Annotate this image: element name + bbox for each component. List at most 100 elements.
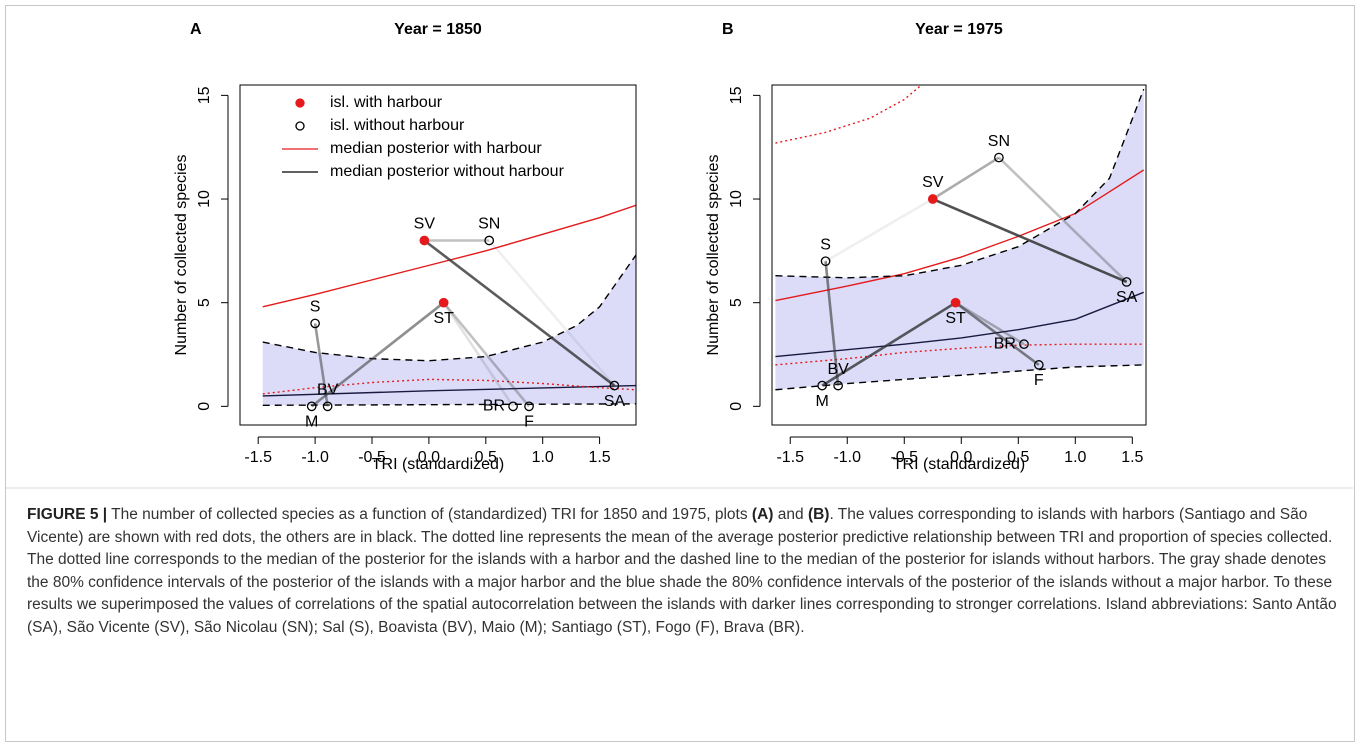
correlation-link — [954, 301, 1025, 346]
caption-text: The number of collected species as a fun… — [107, 506, 752, 523]
x-tick-label: -1.0 — [833, 449, 861, 466]
correlation-link — [998, 156, 1128, 283]
caption-label: FIGURE 5 | — [27, 506, 108, 523]
correlation-link — [423, 239, 616, 387]
y-tick-label: 10 — [728, 190, 745, 208]
correlation-link — [954, 301, 1040, 366]
x-tick-label: 0.5 — [1007, 449, 1029, 466]
plot-area — [775, 85, 1145, 391]
x-tick-label: 0.0 — [418, 449, 440, 466]
curve — [775, 291, 1144, 358]
island-point — [306, 401, 317, 412]
y-tick-label: 5 — [196, 298, 213, 307]
correlation-link — [821, 301, 957, 387]
curve — [262, 384, 636, 397]
chart-title: Year = 1975 — [915, 21, 1003, 38]
island-label: F — [1034, 372, 1044, 389]
plot-frame — [239, 84, 637, 426]
correlation-link — [442, 301, 531, 408]
curve — [775, 88, 1145, 279]
x-axis-label: TRI (standardized) — [372, 456, 505, 473]
x-tick-label: 1.5 — [588, 449, 610, 466]
island-label: S — [820, 236, 831, 253]
island-label: BV — [317, 382, 339, 399]
correlation-link — [824, 197, 934, 263]
y-tick-label: 0 — [728, 402, 745, 411]
x-tick-label: 0.5 — [475, 449, 497, 466]
correlation-link — [932, 156, 1000, 201]
correlation-link — [442, 301, 515, 408]
caption-text: and — [773, 506, 808, 523]
x-tick-label: 0.0 — [950, 449, 972, 466]
legend-label: median posterior without harbour — [330, 163, 565, 180]
island-point — [609, 380, 620, 391]
curve — [775, 343, 1144, 366]
island-label: SA — [604, 393, 626, 410]
panel-label: B — [722, 21, 734, 38]
island-label: BR — [483, 398, 505, 415]
island-label: S — [310, 299, 321, 316]
caption-text: . The values corresponding to islands wi… — [27, 506, 1337, 636]
confidence-band — [775, 89, 1144, 390]
legend-swatch — [295, 121, 305, 131]
legend-label: median posterior with harbour — [330, 140, 542, 157]
x-tick-label: -1.0 — [301, 449, 329, 466]
correlation-link — [313, 323, 329, 407]
panel-label: A — [190, 21, 202, 38]
legend-swatch — [295, 98, 305, 108]
curve — [775, 85, 922, 144]
x-tick-label: 1.5 — [1121, 449, 1143, 466]
island-label: BR — [994, 335, 1016, 352]
island-label: SN — [988, 133, 1010, 150]
plot-frame — [771, 84, 1147, 426]
island-label: SN — [478, 216, 500, 233]
x-tick-label: -0.5 — [890, 449, 918, 466]
curve — [262, 254, 636, 362]
x-axis-label: TRI (standardized) — [893, 456, 1026, 473]
island-point — [820, 256, 831, 267]
island-point — [419, 235, 430, 246]
island-point — [1121, 277, 1132, 287]
figure-frame — [5, 5, 1355, 742]
island-label: M — [305, 414, 318, 431]
island-point — [310, 318, 320, 329]
island-point — [994, 152, 1004, 163]
y-axis-label: Number of collected species — [705, 155, 722, 356]
x-tick-label: 1.0 — [1064, 449, 1086, 466]
island-point — [322, 401, 333, 412]
chart-title: Year = 1850 — [394, 21, 482, 38]
curve — [262, 378, 636, 395]
correlation-link — [488, 239, 616, 387]
x-tick-label: -1.5 — [776, 449, 804, 466]
caption-ref: (A) — [751, 506, 774, 523]
y-tick-label: 5 — [728, 298, 745, 307]
y-tick-label: 10 — [196, 190, 213, 208]
x-tick-label: -0.5 — [358, 449, 386, 466]
island-point — [950, 297, 961, 308]
island-point — [1019, 339, 1029, 349]
caption-ref: (B) — [807, 506, 830, 523]
island-point — [833, 380, 843, 391]
correlation-link — [932, 197, 1128, 284]
correlation-link — [824, 261, 840, 386]
y-tick-label: 0 — [196, 402, 213, 411]
curve — [262, 403, 636, 407]
correlation-link — [310, 301, 445, 408]
legend-label: isl. without harbour — [330, 117, 465, 134]
y-tick-label: 15 — [728, 86, 745, 104]
island-point — [1033, 360, 1044, 370]
legend-label: isl. with harbour — [330, 94, 443, 111]
figure: A Year = 1850 TRI (standardized) Number of … — [6, 21, 1353, 489]
x-tick-label: -1.5 — [244, 449, 272, 466]
island-label: BV — [827, 361, 849, 378]
caption: FIGURE 5 | The number of collected speci… — [27, 504, 1337, 640]
y-tick-label: 15 — [196, 86, 213, 104]
island-label: SA — [1116, 289, 1138, 306]
island-label: ST — [433, 310, 454, 327]
island-label: ST — [945, 310, 966, 327]
curve — [262, 204, 636, 308]
plot-area — [262, 204, 636, 408]
confidence-band — [262, 255, 636, 406]
island-label: M — [816, 393, 829, 410]
